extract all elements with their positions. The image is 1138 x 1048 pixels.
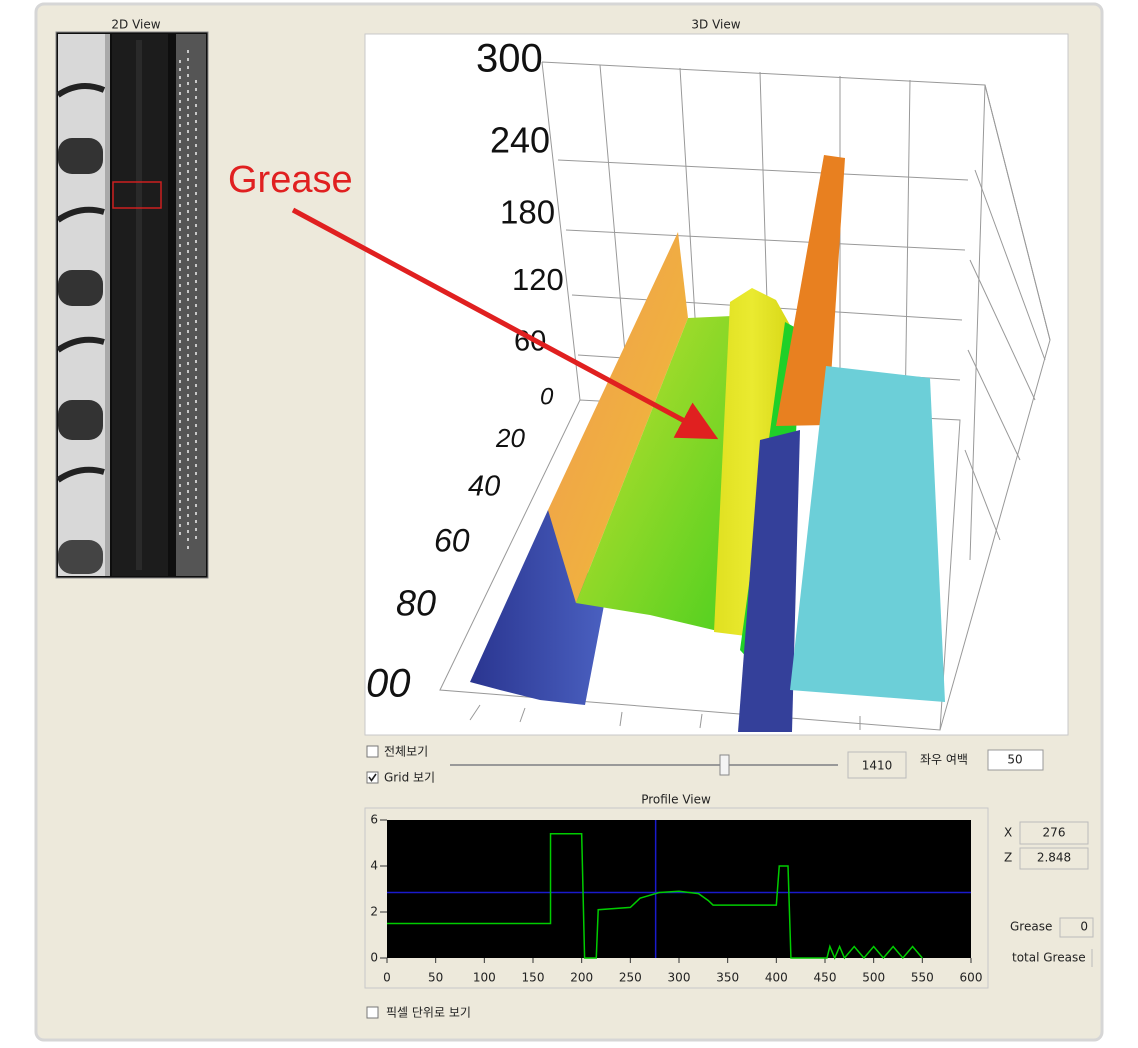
x-box bbox=[1019, 821, 1089, 845]
x-tick-label: 100 bbox=[473, 971, 496, 985]
grease-value: 0 bbox=[1080, 920, 1088, 934]
y-tick-label: 4 bbox=[370, 859, 378, 873]
view-2d-image bbox=[55, 31, 209, 579]
x-tick-label: 150 bbox=[522, 971, 545, 985]
slider-value-box bbox=[847, 751, 907, 779]
grease-box bbox=[1059, 917, 1094, 938]
pixel-view-checkbox[interactable]: 픽셀 단위로 보기 bbox=[366, 1006, 471, 1020]
slider[interactable] bbox=[450, 754, 838, 776]
x-value: 276 bbox=[1043, 826, 1066, 840]
grid-view-checkbox[interactable]: Grid 보기 bbox=[366, 771, 435, 785]
z-axis-label: 300 bbox=[476, 37, 543, 81]
margin-value: 50 bbox=[1007, 753, 1022, 767]
slider-value: 1410 bbox=[862, 759, 893, 773]
annotation-arrow bbox=[291, 207, 719, 440]
depth-axis-label: 80 bbox=[396, 583, 436, 624]
z-box bbox=[1019, 847, 1089, 870]
margin-input[interactable] bbox=[987, 749, 1044, 771]
z-axis-label: 240 bbox=[490, 120, 550, 161]
checkbox-label: Grid 보기 bbox=[384, 771, 435, 785]
depth-axis-label: 20 bbox=[495, 423, 525, 453]
view-3d-title: 3D View bbox=[691, 18, 740, 32]
x-tick-label: 350 bbox=[716, 971, 739, 985]
profile-plot-area bbox=[387, 820, 971, 958]
view-2d-title: 2D View bbox=[111, 18, 160, 32]
x-tick-label: 600 bbox=[960, 971, 983, 985]
x-tick-label: 200 bbox=[570, 971, 593, 985]
grease-label: Grease bbox=[1010, 920, 1052, 934]
checkbox-label: 픽셀 단위로 보기 bbox=[386, 1006, 471, 1020]
view-3d-surface bbox=[470, 155, 945, 732]
x-tick-label: 0 bbox=[383, 971, 391, 985]
z-axis-label: 0 bbox=[540, 383, 554, 410]
z-axis-label: 180 bbox=[500, 194, 555, 231]
depth-axis-label: 40 bbox=[468, 471, 500, 503]
depth-axis-label: 60 bbox=[434, 522, 470, 558]
profile-line bbox=[387, 833, 923, 960]
y-tick-label: 0 bbox=[370, 951, 378, 965]
x-tick-label: 550 bbox=[911, 971, 934, 985]
x-tick-label: 450 bbox=[814, 971, 837, 985]
check-mark bbox=[368, 773, 377, 782]
x-label: X bbox=[1004, 826, 1012, 840]
profile-title: Profile View bbox=[641, 793, 711, 807]
x-tick-label: 500 bbox=[862, 971, 885, 985]
checkbox-label: 전체보기 bbox=[384, 745, 428, 759]
margin-label: 좌우 여백 bbox=[920, 753, 968, 767]
z-label: Z bbox=[1004, 851, 1012, 865]
depth-axis-label: 00 bbox=[366, 662, 411, 706]
x-tick-label: 50 bbox=[428, 971, 443, 985]
x-tick-label: 400 bbox=[765, 971, 788, 985]
y-tick-label: 6 bbox=[370, 813, 378, 827]
annotation-text: Grease bbox=[228, 159, 353, 201]
x-tick-label: 250 bbox=[619, 971, 642, 985]
full-view-checkbox[interactable]: 전체보기 bbox=[366, 745, 428, 759]
total-grease-label: total Grease bbox=[1012, 951, 1086, 965]
z-value: 2.848 bbox=[1037, 851, 1071, 865]
z-axis-label: 120 bbox=[512, 262, 564, 297]
y-tick-label: 2 bbox=[370, 905, 378, 919]
x-tick-label: 300 bbox=[668, 971, 691, 985]
